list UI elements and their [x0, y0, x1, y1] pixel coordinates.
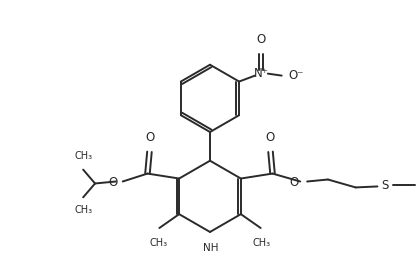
Text: CH₃: CH₃ [252, 238, 271, 248]
Text: O: O [289, 176, 298, 189]
Text: CH₃: CH₃ [74, 205, 92, 215]
Text: O⁻: O⁻ [289, 69, 304, 82]
Text: CH₃: CH₃ [74, 151, 92, 161]
Text: O: O [256, 33, 265, 46]
Text: S: S [382, 179, 389, 192]
Text: N⁺: N⁺ [254, 67, 268, 80]
Text: CH₃: CH₃ [149, 238, 168, 248]
Text: NH: NH [203, 243, 219, 253]
Text: O: O [265, 131, 274, 144]
Text: O: O [146, 131, 155, 144]
Text: O: O [108, 176, 118, 189]
